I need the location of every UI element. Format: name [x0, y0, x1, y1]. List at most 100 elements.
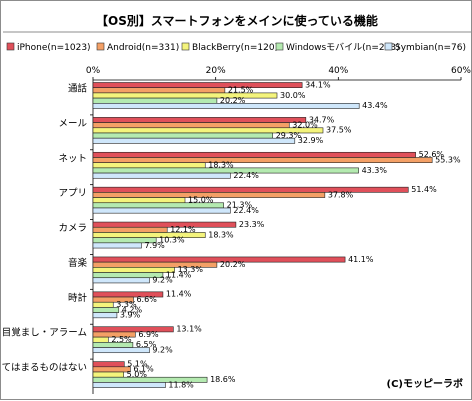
- bar-5-2: [92, 267, 175, 273]
- legend-swatch-3: [275, 42, 284, 51]
- legend: iPhone(n=1023) Android(n=331) BlackBerry(n…: [6, 42, 466, 53]
- bar-7-2: [92, 336, 109, 343]
- bar-3-0: [92, 186, 409, 193]
- category-label-8: あてはまるものはない: [1, 363, 87, 374]
- value-label-5-1: 20.2%: [220, 260, 246, 269]
- value-label-6-1: 6.6%: [136, 295, 157, 304]
- bar-4-4: [92, 242, 142, 249]
- value-label-8-0: 5.1%: [127, 360, 148, 369]
- value-label-5-0: 41.1%: [348, 255, 374, 264]
- bar-3-3: [92, 202, 224, 209]
- bar-2-3: [92, 167, 359, 174]
- bar-6-2: [92, 301, 114, 308]
- bar-7-0: [92, 326, 174, 333]
- bar-2-4: [92, 172, 231, 179]
- value-label-5-2: 13.3%: [178, 265, 204, 274]
- bar-8-4: [92, 382, 166, 388]
- value-label-3-0: 51.4%: [411, 185, 437, 194]
- bar-1-4: [92, 137, 296, 144]
- value-label-4-0: 23.3%: [239, 220, 265, 229]
- legend-swatch-2: [181, 42, 190, 51]
- category-label-3: アプリ: [58, 188, 87, 199]
- value-label-7-3: 6.5%: [136, 340, 157, 349]
- value-label-1-2: 37.5%: [326, 126, 352, 135]
- bar-0-1: [92, 87, 226, 94]
- x-tick-label-2: 40%: [328, 66, 348, 76]
- value-label-8-4: 11.8%: [168, 380, 194, 389]
- legend-swatch-1: [96, 42, 105, 51]
- value-label-7-4: 9.2%: [152, 345, 173, 354]
- bar-8-1: [92, 366, 131, 373]
- value-label-6-0: 11.4%: [166, 290, 192, 299]
- bar-3-1: [92, 192, 326, 198]
- value-label-7-2: 2.5%: [111, 335, 132, 344]
- bar-1-3: [92, 132, 274, 139]
- bar-0-4: [92, 103, 360, 109]
- value-label-0-4: 43.4%: [362, 101, 388, 110]
- value-label-3-2: 15.0%: [188, 195, 214, 204]
- bar-1-1: [92, 122, 290, 129]
- bar-3-2: [92, 197, 186, 204]
- legend-swatch-4: [384, 42, 393, 51]
- bar-5-0: [92, 256, 346, 263]
- value-label-8-1: 6.1%: [133, 365, 154, 374]
- bar-3-4: [92, 207, 231, 214]
- value-label-2-1: 55.3%: [435, 155, 461, 164]
- legend-swatch-0: [6, 42, 15, 51]
- value-label-4-4: 7.9%: [144, 241, 165, 250]
- value-label-6-3: 4.2%: [122, 305, 143, 314]
- legend-label-3: Windowsモバイル(n=263): [286, 42, 400, 53]
- value-label-6-2: 3.3%: [116, 300, 137, 309]
- value-label-1-0: 34.7%: [309, 115, 335, 124]
- value-label-1-4: 32.9%: [298, 136, 324, 145]
- value-label-1-3: 29.3%: [276, 131, 302, 140]
- value-label-2-3: 43.3%: [362, 166, 388, 175]
- value-label-3-4: 22.4%: [233, 206, 259, 215]
- value-label-4-2: 18.3%: [208, 230, 234, 239]
- plot-area: 通話 34.1% 21.5% 30.0% 20.2% 43.4% メール 34.7%32.0%…: [1, 80, 461, 389]
- bar-2-2: [92, 162, 206, 169]
- legend-label-2: BlackBerry(n=120): [192, 43, 278, 53]
- value-label-6-4: 3.9%: [120, 311, 141, 320]
- x-tick-label-1: 20%: [206, 66, 226, 76]
- bar-2-0: [92, 151, 416, 158]
- value-label-3-1: 37.8%: [328, 190, 354, 199]
- bar-4-1: [92, 226, 168, 233]
- value-label-5-3: 11.4%: [166, 270, 192, 279]
- value-label-0-2: 30.0%: [280, 91, 306, 100]
- category-label-7: 目覚まし・アラーム: [2, 327, 87, 339]
- value-label-0-3: 20.2%: [220, 96, 246, 105]
- bar-8-0: [92, 361, 125, 368]
- value-label-0-1: 21.5%: [228, 86, 254, 95]
- value-label-1-1: 32.0%: [292, 120, 318, 129]
- legend-label-4: Symbian(n=76): [395, 43, 466, 53]
- bar-0-0: [92, 82, 303, 88]
- legend-label-0: iPhone(n=1023): [17, 43, 91, 53]
- bar-1-0: [92, 117, 307, 123]
- bar-7-1: [92, 331, 136, 338]
- bar-5-4: [92, 277, 150, 284]
- value-label-5-4: 9.2%: [152, 276, 173, 285]
- value-label-0-0: 34.1%: [305, 80, 331, 89]
- bar-6-4: [92, 312, 118, 319]
- legend-label-1: Android(n=331): [107, 43, 179, 53]
- value-label-2-2: 18.3%: [208, 161, 234, 170]
- x-tick-label-3: 60%: [451, 66, 471, 76]
- bar-7-4: [92, 347, 150, 354]
- bar-0-3: [92, 97, 218, 104]
- value-label-7-0: 13.1%: [176, 325, 202, 334]
- bar-4-0: [92, 221, 237, 228]
- value-label-8-3: 18.6%: [210, 375, 236, 384]
- bar-4-2: [92, 232, 206, 238]
- category-label-6: 時計: [68, 292, 88, 304]
- category-label-2: ネット: [58, 153, 87, 164]
- chart-title: 【OS別】スマートフォンをメインに使っている機能: [96, 13, 378, 28]
- value-label-2-4: 22.4%: [233, 171, 259, 180]
- value-label-2-0: 52.6%: [419, 150, 445, 159]
- bar-7-3: [92, 342, 134, 348]
- copyright-label: (C)モッピーラボ: [387, 377, 463, 390]
- value-label-4-1: 12.1%: [170, 225, 196, 234]
- category-label-0: 通話: [68, 83, 88, 95]
